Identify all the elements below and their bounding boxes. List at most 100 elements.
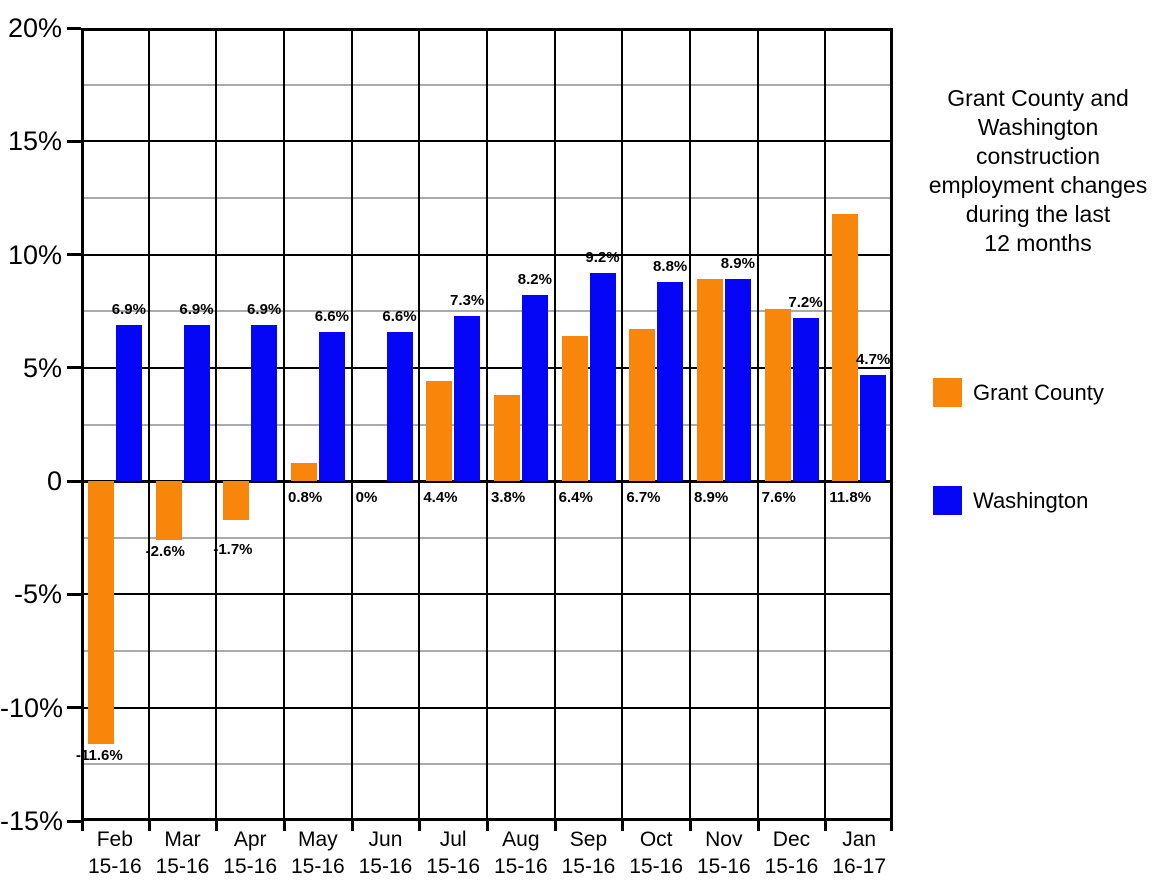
category-gridline: [824, 28, 827, 821]
value-label-washington: 4.7%: [856, 350, 891, 368]
value-label-grant-county: 6.4%: [558, 489, 593, 507]
value-label-washington: 6.9%: [247, 300, 282, 318]
bar-washington: [521, 295, 548, 482]
value-label-grant-county: 3.8%: [491, 489, 526, 507]
x-axis-label: Jan 16-17: [825, 826, 893, 880]
y-axis-label: 5%: [22, 352, 62, 383]
y-axis-tick: [67, 253, 81, 257]
value-label-grant-county: 0%: [355, 489, 378, 507]
x-axis-label-month: Aug: [502, 828, 540, 851]
x-axis-tick: [486, 821, 489, 831]
x-axis-label: Apr 15-16: [216, 826, 284, 880]
y-axis-label: -10%: [0, 692, 64, 723]
value-label-washington: 8.2%: [517, 271, 552, 289]
bar-washington: [724, 279, 751, 482]
y-axis-label: 10%: [7, 239, 62, 270]
x-axis-label-years: 15-16: [223, 855, 278, 878]
value-label-grant-county: -2.6%: [145, 543, 185, 561]
value-label-grant-county: -1.7%: [213, 541, 253, 558]
x-axis-tick: [350, 821, 354, 831]
chart-title-line: during the last: [965, 201, 1111, 227]
category-gridline: [418, 28, 421, 821]
bar-washington: [792, 318, 819, 482]
x-axis-label-years: 15-16: [764, 855, 819, 878]
x-axis-label-years: 15-16: [561, 855, 616, 878]
y-axis-tick: [67, 706, 81, 710]
x-axis-tick: [81, 821, 84, 831]
category-gridline: [350, 28, 353, 821]
y-axis-tick: [67, 819, 81, 823]
value-label-washington: 8.9%: [720, 255, 755, 273]
x-axis-label: Mar 15-16: [149, 826, 217, 880]
x-axis-label-years: 15-16: [87, 855, 142, 878]
bar-grant-county: [426, 381, 453, 482]
x-axis-tick: [283, 821, 286, 831]
category-gridline: [215, 28, 218, 821]
value-label-grant-county: 4.4%: [423, 489, 458, 507]
x-axis-label-month: Mar: [164, 828, 201, 851]
x-axis-label: Nov 15-16: [690, 826, 758, 880]
plot-border-side: [890, 28, 893, 821]
value-label-washington: 7.3%: [450, 291, 485, 309]
value-label-washington: 9.2%: [585, 248, 620, 266]
x-axis-label-years: 15-16: [358, 855, 413, 878]
category-gridline: [486, 28, 488, 821]
chart-title: Grant County and Washington construction…: [898, 84, 1170, 258]
category-gridline: [689, 28, 691, 821]
value-label-grant-county: -11.6%: [76, 746, 123, 764]
y-axis-label: 15%: [7, 126, 62, 157]
bar-grant-county: [832, 213, 859, 482]
x-axis-label-month: Dec: [772, 828, 811, 851]
value-label-grant-county: 7.6%: [761, 489, 796, 507]
x-axis-label: May 15-16: [284, 826, 352, 880]
category-gridline: [756, 28, 759, 821]
bar-washington: [860, 374, 887, 482]
category-gridline: [147, 28, 150, 821]
bar-washington: [657, 281, 684, 482]
plot-area: 6.9% -11.6% 6.9% -2.6% 6.9% -1.7% 6.6% 0.8% 6.6%…: [76, 28, 893, 821]
value-label-washington: 6.6%: [314, 307, 349, 325]
x-axis-label-month: Oct: [639, 828, 673, 851]
value-label-washington: 6.9%: [179, 300, 214, 318]
x-axis-label-month: Nov: [705, 828, 743, 851]
chart-title-line: employment changes: [928, 172, 1148, 198]
bar-grant-county: [561, 336, 588, 482]
value-label-grant-county: 11.8%: [829, 489, 872, 507]
legend-label-grant-county: Grant County: [973, 379, 1104, 405]
bar-washington: [183, 324, 210, 482]
x-axis-label-years: 15-16: [290, 855, 345, 878]
value-label-washington: 6.6%: [382, 307, 417, 325]
x-axis-label: Oct 15-16: [622, 826, 690, 880]
x-axis-label-month: May: [297, 828, 338, 851]
bar-grant-county: [764, 308, 791, 482]
bar-washington: [251, 324, 278, 482]
x-axis-label-years: 15-16: [155, 855, 210, 878]
value-label-washington: 7.2%: [788, 294, 823, 311]
y-axis-tick: [67, 592, 81, 596]
x-axis-tick: [824, 821, 828, 831]
bar-washington: [318, 331, 345, 482]
bar-washington: [589, 272, 616, 482]
y-axis-label: -15%: [0, 806, 64, 836]
x-axis-label-month: Apr: [233, 828, 267, 851]
y-axis-tick: [67, 26, 81, 30]
x-axis-tick: [147, 821, 151, 831]
x-axis-label-years: 16-17: [832, 855, 887, 878]
category-gridline: [553, 28, 556, 821]
y-axis-label: 20%: [7, 13, 62, 43]
bar-grant-county: [493, 395, 520, 482]
value-label-grant-county: 0.8%: [288, 489, 323, 507]
x-axis-label-years: 15-16: [493, 855, 548, 878]
x-axis-label-years: 15-16: [629, 855, 684, 878]
legend-item-washington: Washington: [933, 486, 1088, 515]
bar-washington: [115, 324, 142, 482]
bar-grant-county: [87, 481, 114, 744]
bar-grant-county: [290, 463, 317, 482]
x-axis-label-month: Sep: [569, 828, 608, 851]
bar-washington: [454, 315, 481, 482]
bar-washington: [386, 331, 413, 482]
chart-title-line: 12 months: [984, 230, 1092, 256]
legend-swatch-washington: [933, 486, 962, 515]
y-axis-tick: [67, 366, 81, 370]
